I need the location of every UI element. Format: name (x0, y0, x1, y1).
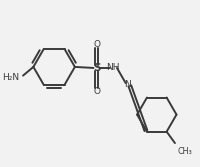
Text: O: O (93, 87, 100, 96)
Text: NH: NH (106, 63, 120, 72)
Text: H₂N: H₂N (2, 73, 19, 82)
Text: O: O (93, 40, 100, 49)
Text: S: S (93, 63, 100, 73)
Text: N: N (124, 80, 131, 89)
Text: CH₃: CH₃ (177, 147, 192, 156)
